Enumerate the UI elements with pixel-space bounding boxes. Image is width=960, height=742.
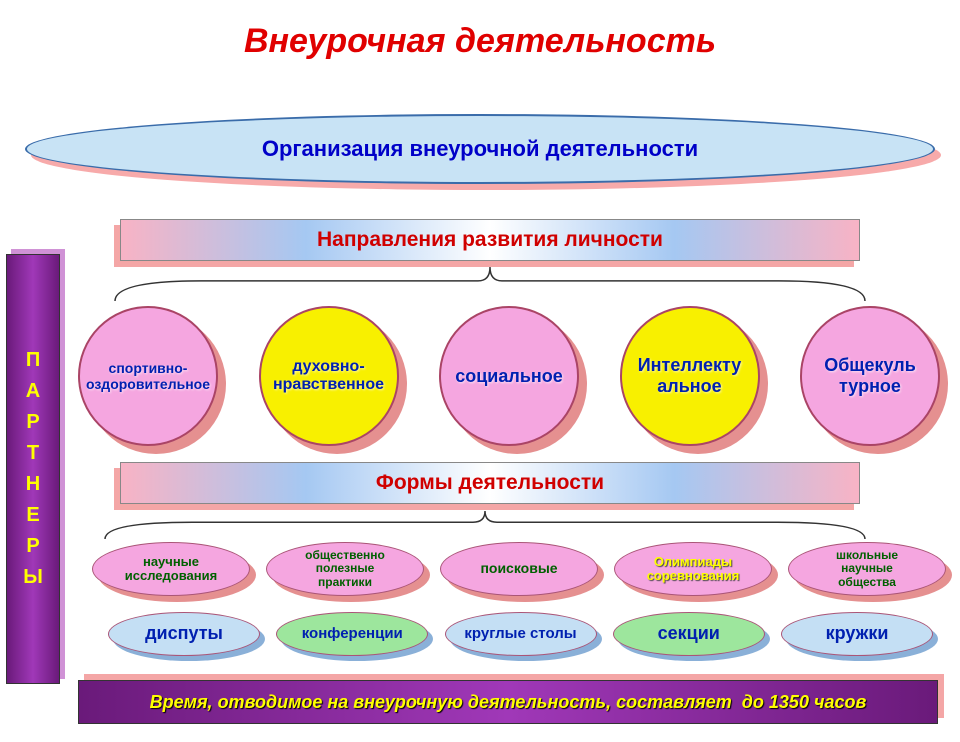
footer-bar: Время, отводимое на внеурочную деятельно… [78,680,938,724]
direction-circle: духовно-нравственное [259,306,407,454]
partners-letter: Р [26,535,39,558]
direction-circle: Интеллектуальное [620,306,768,454]
partners-letter: Ы [23,566,43,589]
subtitle-ellipse: Организация внеурочной деятельности [25,114,935,184]
form-ellipse: научныеисследования [92,542,256,602]
bar-forms: Формы деятельности [120,462,860,504]
ellipse-label: научныеисследования [125,555,217,584]
ellipse-body: научныеисследования [92,542,250,596]
brace-icon [110,262,870,304]
circle-label: духовно-нравственное [273,358,384,395]
partners-letter: Р [26,411,39,434]
circle-body: Общекультурное [800,306,940,446]
circle-label: Общекультурное [824,355,916,396]
partners-letter: А [26,380,40,403]
partners-letter: Н [26,473,40,496]
subtitle-text: Организация внеурочной деятельности [262,136,698,162]
subtitle-body: Организация внеурочной деятельности [25,114,935,184]
partners-letter: Т [27,442,39,465]
bar-text: Формы деятельности [376,471,604,495]
ellipse-body: Олимпиадысоревнования [614,542,772,596]
bar-text: Направления развития личности [317,228,663,252]
ellipse-body: поисковые [440,542,598,596]
ellipse-label: Олимпиадысоревнования [647,555,740,584]
form-ellipse: Олимпиадысоревнования [614,542,778,602]
circle-body: Интеллектуальное [620,306,760,446]
form-ellipse: поисковые [440,542,604,602]
circle-body: спортивно-оздоровительное [78,306,218,446]
form-ellipse: общественнополезныепрактики [266,542,430,602]
partners-box: ПАРТНЕРЫ [6,254,60,684]
form-ellipse: школьныенаучныеобщества [788,542,952,602]
page-title: Внеурочная деятельность [0,22,960,61]
circle-body: духовно-нравственное [259,306,399,446]
ellipse-label: круглые столы [464,626,576,643]
ellipse-body: общественнополезныепрактики [266,542,424,596]
ellipse-label: секции [658,624,720,644]
ellipse-label: конференции [302,626,403,643]
ellipse-label: школьныенаучныеобщества [836,549,898,589]
partners-letter: Е [26,504,39,527]
bar-directions: Направления развития личности [120,219,860,261]
ellipse-label: диспуты [145,624,223,644]
footer-body: Время, отводимое на внеурочную деятельно… [78,680,938,724]
footer-text: Время, отводимое на внеурочную деятельно… [150,692,867,713]
ellipse-body: школьныенаучныеобщества [788,542,946,596]
circle-label: Интеллектуальное [638,355,742,396]
ellipse-label: кружки [826,624,889,644]
ellipse-body: круглые столы [445,612,597,656]
direction-circle: социальное [439,306,587,454]
forms-row-2: диспуты конференции круглые столы секции кру… [108,612,938,661]
partners-letter: П [26,349,40,372]
ellipse-body: кружки [781,612,933,656]
ellipse-body: секции [613,612,765,656]
bar-body: Формы деятельности [120,462,860,504]
circle-label: социальное [455,366,563,387]
form-ellipse: диспуты [108,612,265,661]
form-ellipse: секции [613,612,770,661]
direction-circle: Общекультурное [800,306,948,454]
form-ellipse: кружки [781,612,938,661]
bar-body: Направления развития личности [120,219,860,261]
ellipse-body: диспуты [108,612,260,656]
circle-body: социальное [439,306,579,446]
form-ellipse: круглые столы [445,612,602,661]
partners-column: ПАРТНЕРЫ [6,254,60,684]
ellipse-label: поисковые [480,561,557,576]
forms-row-1: научныеисследования общественнополезныепр… [92,542,952,602]
ellipse-label: общественнополезныепрактики [305,549,385,589]
circle-label: спортивно-оздоровительное [86,360,210,392]
direction-circle: спортивно-оздоровительное [78,306,226,454]
ellipse-body: конференции [276,612,428,656]
directions-row: спортивно-оздоровительное духовно-нравств… [78,306,948,454]
brace-icon [100,506,870,542]
form-ellipse: конференции [276,612,433,661]
